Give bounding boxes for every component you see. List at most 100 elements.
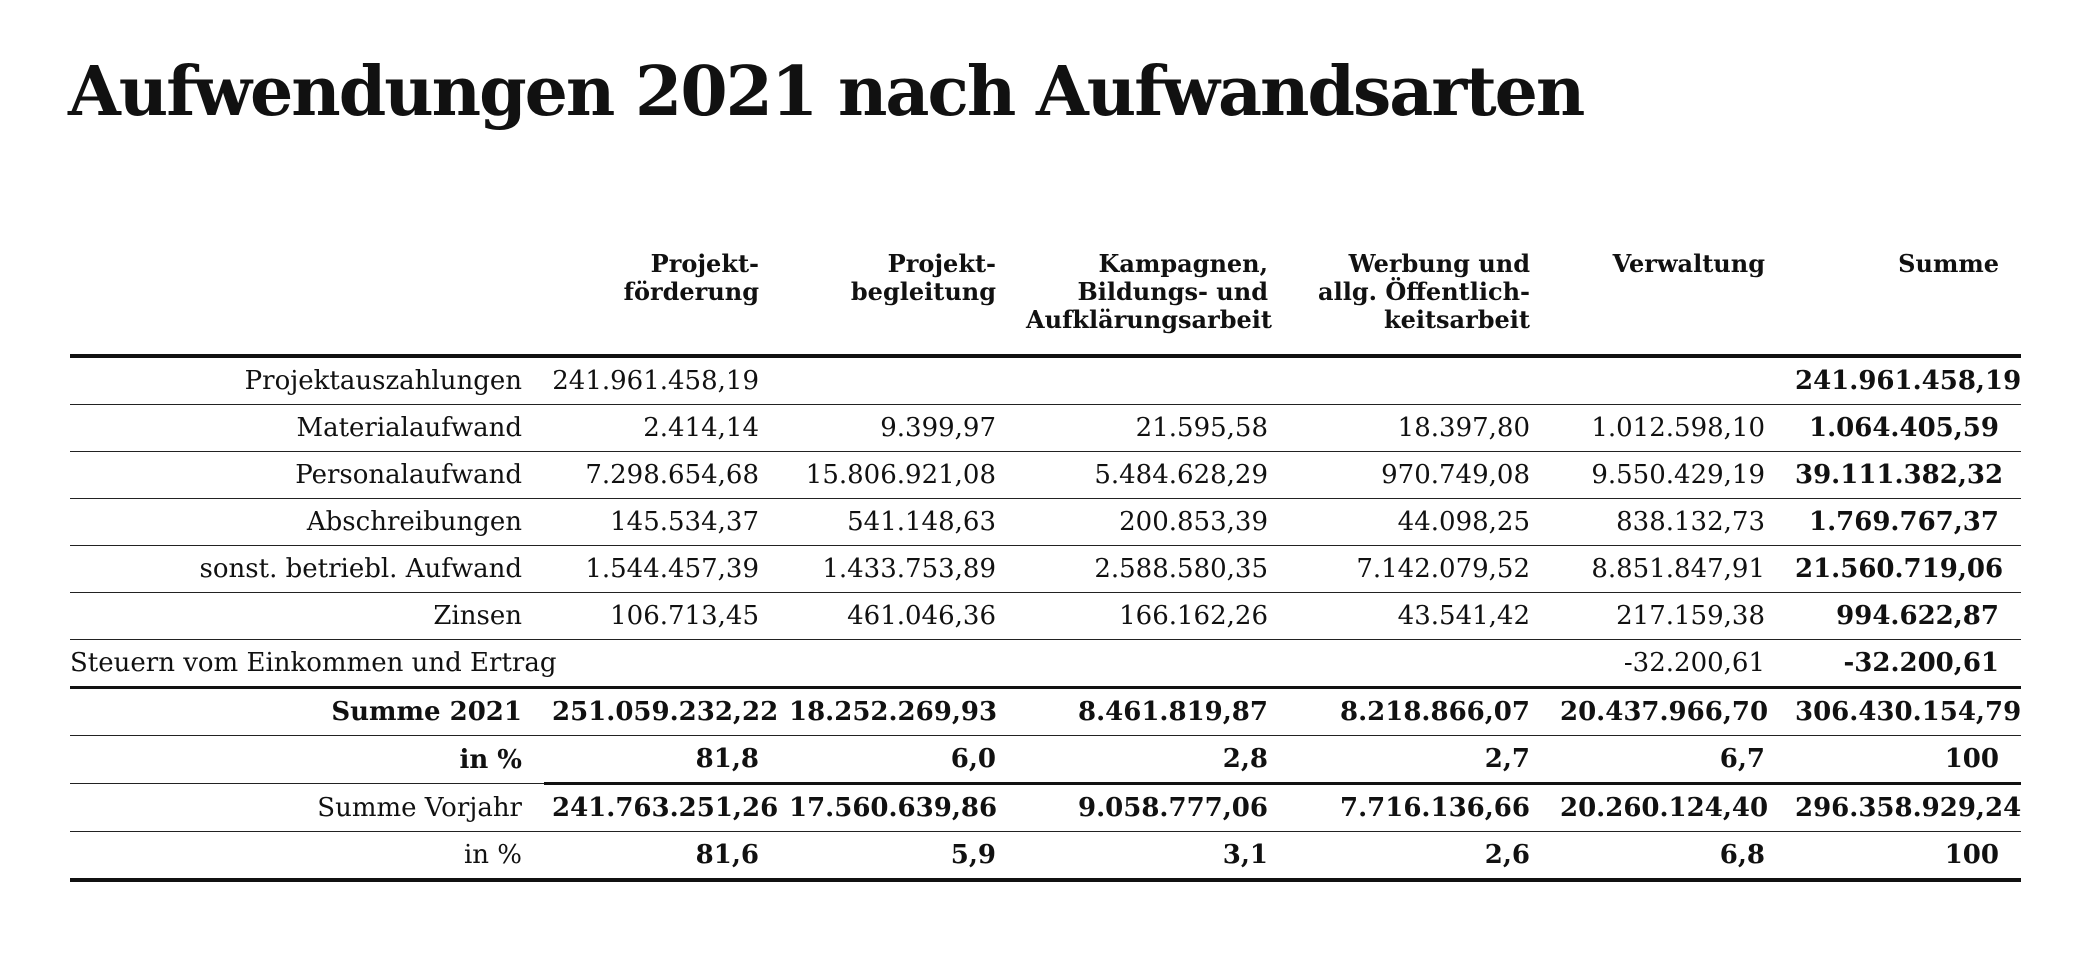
percent-2021-row: in % 81,8 6,0 2,8 2,7 6,7 100 (70, 735, 2021, 785)
row-label: Abschreibungen (70, 498, 544, 546)
table-cell: 241.763.251,26 (544, 783, 781, 832)
header-row: Projekt-förderung Projekt-begleitung Kampa… (70, 249, 2021, 358)
table-cell: 106.713,45 (544, 592, 781, 640)
table-cell: 1.064.405,59 (1787, 404, 2021, 452)
table-cell: 81,8 (544, 735, 781, 785)
table-cell (544, 639, 781, 688)
page-title: Aufwendungen 2021 nach Aufwandsarten (68, 52, 1585, 132)
row-label: Projektauszahlungen (70, 356, 544, 405)
table-cell: 7.298.654,68 (544, 451, 781, 499)
table-cell (1290, 356, 1552, 405)
table-cell: 2.414,14 (544, 404, 781, 452)
row-label: Zinsen (70, 592, 544, 640)
table-cell (1018, 356, 1290, 405)
table-cell: 1.769.767,37 (1787, 498, 2021, 546)
table-cell: 1.012.598,10 (1552, 404, 1787, 452)
header-line: Summe (1898, 249, 1999, 278)
table-cell: 5,9 (781, 831, 1018, 882)
row-label: in % (70, 831, 544, 882)
header-line: Kampagnen, (1098, 249, 1268, 278)
header-line: Werbung und (1348, 249, 1530, 278)
header-line: Projekt- (650, 249, 759, 278)
table-cell (1018, 639, 1290, 688)
header-line: Aufklärungsarbeit (1026, 305, 1272, 334)
table-cell: 21.560.719,06 (1787, 545, 2021, 593)
table-cell: 9.399,97 (781, 404, 1018, 452)
table-cell: 9.058.777,06 (1018, 783, 1290, 832)
table-cell: 145.534,37 (544, 498, 781, 546)
table-cell: 306.430.154,79 (1787, 686, 2021, 736)
table-cell: 1.544.457,39 (544, 545, 781, 593)
table-cell: 20.437.966,70 (1552, 686, 1787, 736)
table-cell: 100 (1787, 735, 2021, 785)
table-cell: 6,0 (781, 735, 1018, 785)
table-cell: 15.806.921,08 (781, 451, 1018, 499)
table-row: Materialaufwand 2.414,14 9.399,97 21.595,58… (70, 404, 2021, 452)
table-cell: 2,7 (1290, 735, 1552, 785)
table-cell: 200.853,39 (1018, 498, 1290, 546)
percent-prev-year-row: in % 81,6 5,9 3,1 2,6 6,8 100 (70, 831, 2021, 882)
table-cell: 241.961.458,19 (544, 356, 781, 405)
expenses-table-container: Projekt-förderung Projekt-begleitung Kampa… (70, 250, 2021, 882)
table-cell: 217.159,38 (1552, 592, 1787, 640)
table-cell: 39.111.382,32 (1787, 451, 2021, 499)
header-line: Verwaltung (1612, 249, 1765, 278)
table-cell: 9.550.429,19 (1552, 451, 1787, 499)
table-cell: 5.484.628,29 (1018, 451, 1290, 499)
table-cell: 970.749,08 (1290, 451, 1552, 499)
table-row: Abschreibungen 145.534,37 541.148,63 200.85… (70, 498, 2021, 546)
table-row: Projektauszahlungen 241.961.458,19 241.961… (70, 356, 2021, 405)
table-cell: 1.433.753,89 (781, 545, 1018, 593)
header-projektfoerderung: Projekt-förderung (544, 249, 781, 358)
table-header: Projekt-förderung Projekt-begleitung Kampa… (70, 249, 2021, 358)
sum-prev-year-row: Summe Vorjahr 241.763.251,26 17.560.639,86… (70, 783, 2021, 832)
table-cell: 2,6 (1290, 831, 1552, 882)
row-label: sonst. betriebl. Aufwand (70, 545, 544, 593)
table-row: sonst. betriebl. Aufwand 1.544.457,39 1.43… (70, 545, 2021, 593)
table-cell (1290, 639, 1552, 688)
table-cell: -32.200,61 (1787, 639, 2021, 688)
table-cell: 18.397,80 (1290, 404, 1552, 452)
table-cell: 3,1 (1018, 831, 1290, 882)
header-line: Bildungs- und (1077, 277, 1269, 306)
header-werbung: Werbung und allg. Öffentlich-keitsarbeit (1290, 249, 1552, 358)
row-label: Summe Vorjahr (70, 783, 544, 832)
table-cell: 241.961.458,19 (1787, 356, 2021, 405)
table-cell: 100 (1787, 831, 2021, 882)
header-line: förderung (623, 277, 759, 306)
table-cell: 20.260.124,40 (1552, 783, 1787, 832)
table-cell: 81,6 (544, 831, 781, 882)
sum-2021-row: Summe 2021 251.059.232,22 18.252.269,93 8.4… (70, 686, 2021, 736)
table-cell: 166.162,26 (1018, 592, 1290, 640)
table-cell: 6,8 (1552, 831, 1787, 882)
table-cell (781, 639, 1018, 688)
table-cell: 994.622,87 (1787, 592, 2021, 640)
table-cell: 8.218.866,07 (1290, 686, 1552, 736)
table-cell: 7.716.136,66 (1290, 783, 1552, 832)
table-cell: 541.148,63 (781, 498, 1018, 546)
table-row: Zinsen 106.713,45 461.046,36 166.162,26 43.5… (70, 592, 2021, 640)
table-cell: 838.132,73 (1552, 498, 1787, 546)
table-cell: 2,8 (1018, 735, 1290, 785)
table-cell: 461.046,36 (781, 592, 1018, 640)
table-cell: 296.358.929,24 (1787, 783, 2021, 832)
table-cell: 43.541,42 (1290, 592, 1552, 640)
table-row: Personalaufwand 7.298.654,68 15.806.921,08… (70, 451, 2021, 499)
header-line: keitsarbeit (1383, 305, 1530, 334)
header-kampagnen: Kampagnen, Bildungs- und Aufklärungsarbeit (1018, 249, 1290, 358)
expenses-table: Projekt-förderung Projekt-begleitung Kampa… (70, 250, 2021, 882)
table-cell: 18.252.269,93 (781, 686, 1018, 736)
table-cell: 8.461.819,87 (1018, 686, 1290, 736)
table-cell: 17.560.639,86 (781, 783, 1018, 832)
row-label: Summe 2021 (70, 686, 544, 736)
table-cell: 7.142.079,52 (1290, 545, 1552, 593)
row-label: Materialaufwand (70, 404, 544, 452)
table-cell: 44.098,25 (1290, 498, 1552, 546)
header-verwaltung: Verwaltung (1552, 249, 1787, 358)
header-line: Projekt- (887, 249, 996, 278)
row-label: Personalaufwand (70, 451, 544, 499)
table-cell: 6,7 (1552, 735, 1787, 785)
header-summe: Summe (1787, 249, 2021, 358)
table-row: Steuern vom Einkommen und Ertrag -32.200,… (70, 639, 2021, 688)
header-projektbegleitung: Projekt-begleitung (781, 249, 1018, 358)
